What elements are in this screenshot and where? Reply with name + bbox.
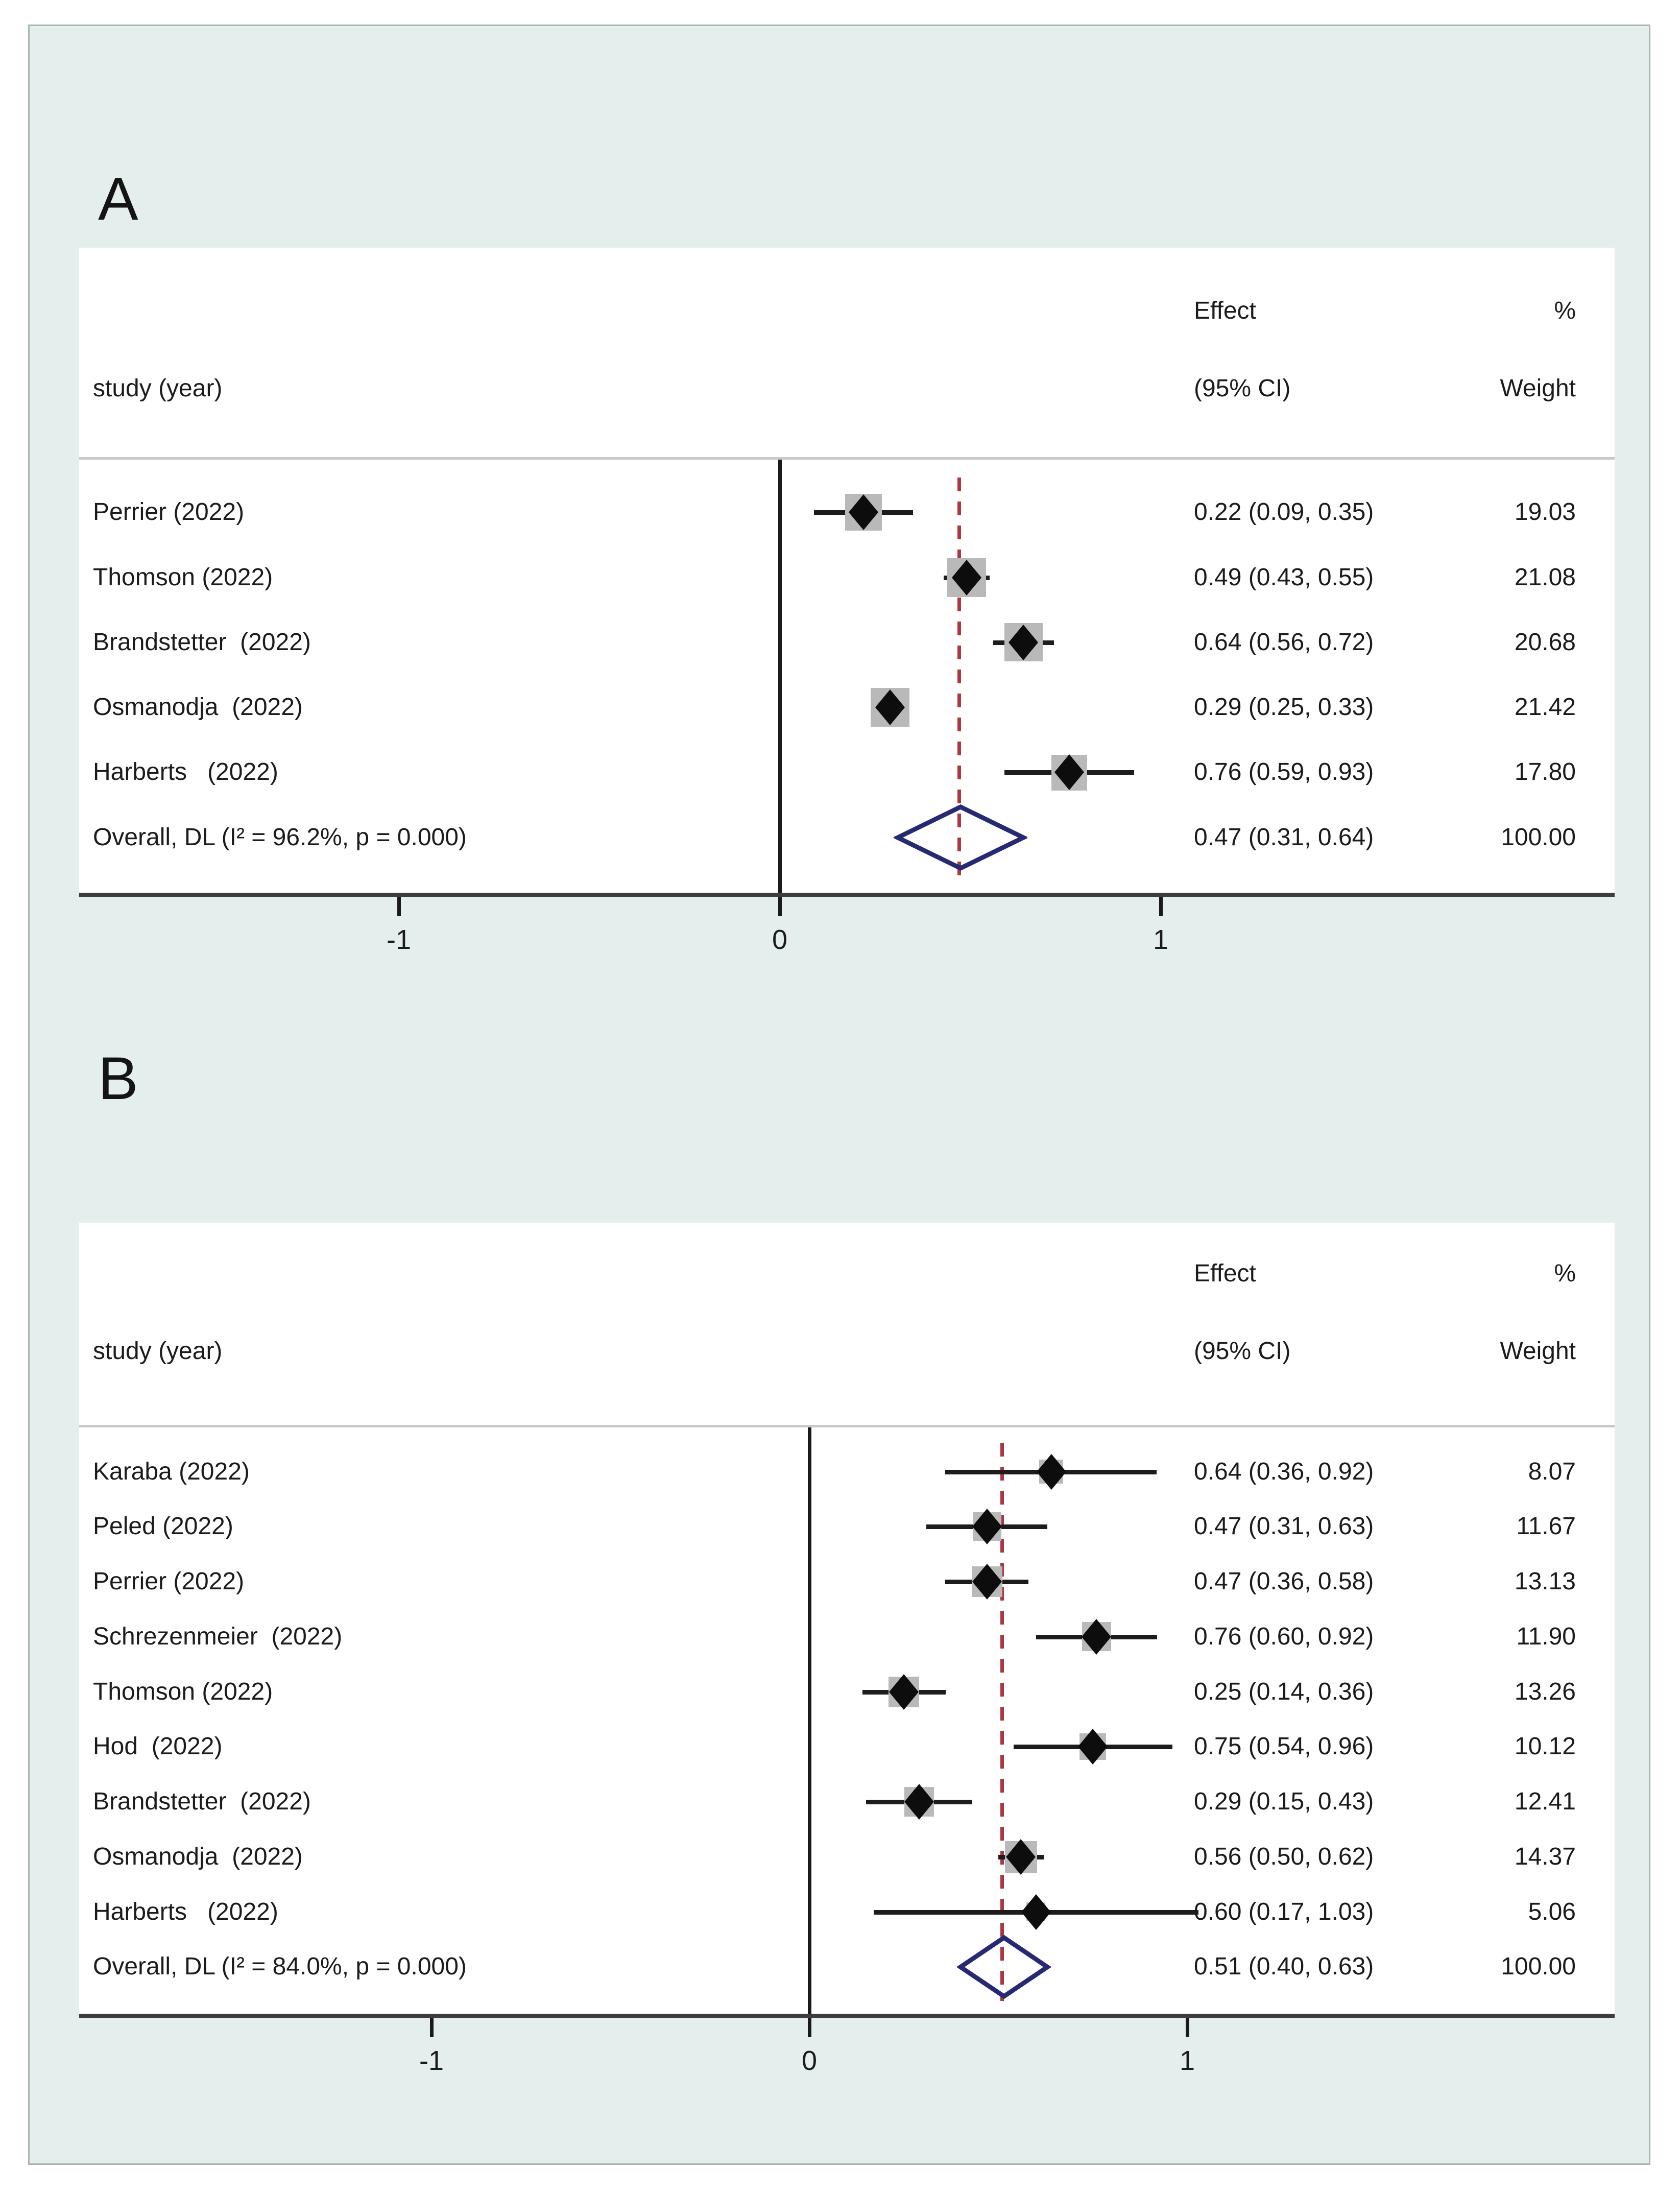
- effect-value: 0.60 (0.17, 1.03): [1194, 1898, 1374, 1925]
- effect-value: 0.29 (0.25, 0.33): [1194, 694, 1374, 721]
- study-row-label: Hod (2022): [93, 1733, 223, 1760]
- weight-value: 13.26: [1514, 1678, 1576, 1705]
- panel-box: [79, 1223, 1615, 2014]
- zero-line: [808, 1427, 811, 2014]
- weight-value: 14.37: [1514, 1843, 1576, 1870]
- overall-ref-line: [1000, 1443, 1004, 2001]
- panel-box: [79, 248, 1615, 893]
- x-axis-line: [79, 2014, 1615, 2018]
- x-axis-tick-label: 0: [772, 924, 788, 955]
- effect-value: 0.47 (0.31, 0.63): [1194, 1513, 1374, 1540]
- study-row-label: Karaba (2022): [93, 1458, 250, 1485]
- weight-value: 100.00: [1501, 1953, 1576, 1980]
- panel-label: A: [98, 165, 138, 233]
- pooled-diamond: [894, 804, 1028, 871]
- x-axis-tick-label: -1: [419, 2045, 444, 2076]
- weight-value: 17.80: [1514, 758, 1576, 785]
- effect-value: 0.64 (0.36, 0.92): [1194, 1458, 1374, 1485]
- column-header-percent: %: [1554, 1260, 1576, 1287]
- study-row-label: Harberts (2022): [93, 758, 278, 785]
- study-row-label: Brandstetter (2022): [93, 1788, 311, 1815]
- overall-row-label: Overall, DL (I² = 84.0%, p = 0.000): [93, 1953, 467, 1980]
- study-row-label: Brandstetter (2022): [93, 629, 311, 656]
- study-row-label: Harberts (2022): [93, 1898, 278, 1925]
- column-header-ci: (95% CI): [1194, 375, 1291, 402]
- study-row-label: Perrier (2022): [93, 498, 245, 526]
- effect-value: 0.47 (0.36, 0.58): [1194, 1568, 1374, 1595]
- x-axis-tick-label: 1: [1153, 924, 1169, 955]
- effect-value: 0.49 (0.43, 0.55): [1194, 564, 1374, 591]
- weight-value: 19.03: [1514, 498, 1576, 526]
- x-axis-tick-label: 0: [801, 2045, 818, 2076]
- weight-value: 100.00: [1501, 824, 1576, 851]
- effect-value: 0.75 (0.54, 0.96): [1194, 1733, 1374, 1760]
- header-separator: [79, 1425, 1615, 1427]
- effect-value: 0.25 (0.14, 0.36): [1194, 1678, 1374, 1705]
- x-axis-tick-label: 1: [1179, 2045, 1195, 2076]
- column-header-study: study (year): [93, 1338, 223, 1365]
- x-axis-tick: [1159, 897, 1163, 916]
- weight-value: 21.42: [1514, 694, 1576, 721]
- effect-value: 0.76 (0.59, 0.93): [1194, 758, 1374, 785]
- overall-ref-line: [957, 478, 961, 884]
- effect-value: 0.22 (0.09, 0.35): [1194, 498, 1374, 526]
- effect-value: 0.76 (0.60, 0.92): [1194, 1623, 1374, 1650]
- x-axis-tick: [397, 897, 401, 916]
- weight-value: 11.67: [1516, 1513, 1576, 1540]
- overall-row-label: Overall, DL (I² = 96.2%, p = 0.000): [93, 824, 467, 851]
- study-row-label: Perrier (2022): [93, 1568, 245, 1595]
- study-row-label: Osmanodja (2022): [93, 694, 303, 721]
- x-axis-tick: [430, 2018, 434, 2037]
- zero-line: [778, 460, 782, 893]
- column-header-ci: (95% CI): [1194, 1338, 1291, 1365]
- column-header-weight: Weight: [1500, 375, 1576, 402]
- weight-value: 11.90: [1516, 1623, 1576, 1650]
- pooled-diamond: [956, 1935, 1052, 1999]
- column-header-effect: Effect: [1194, 297, 1256, 324]
- study-row-label: Thomson (2022): [93, 564, 273, 591]
- weight-value: 5.06: [1528, 1898, 1576, 1925]
- effect-value: 0.64 (0.56, 0.72): [1194, 629, 1374, 656]
- column-header-percent: %: [1554, 297, 1576, 324]
- effect-value: 0.47 (0.31, 0.64): [1194, 824, 1374, 851]
- weight-value: 10.12: [1514, 1733, 1576, 1760]
- weight-value: 20.68: [1514, 629, 1576, 656]
- column-header-effect: Effect: [1194, 1260, 1256, 1287]
- x-axis-tick: [808, 2018, 811, 2037]
- study-row-label: Peled (2022): [93, 1513, 233, 1540]
- effect-value: 0.29 (0.15, 0.43): [1194, 1788, 1374, 1815]
- x-axis-tick: [778, 897, 782, 916]
- panel-label: B: [98, 1045, 138, 1112]
- x-axis-tick-label: -1: [386, 924, 411, 955]
- weight-value: 8.07: [1528, 1458, 1576, 1485]
- effect-value: 0.56 (0.50, 0.62): [1194, 1843, 1374, 1870]
- weight-value: 13.13: [1514, 1568, 1576, 1595]
- x-axis-line: [79, 893, 1615, 897]
- study-row-label: Schrezenmeier (2022): [93, 1623, 343, 1650]
- weight-value: 21.08: [1514, 564, 1576, 591]
- study-row-label: Osmanodja (2022): [93, 1843, 303, 1870]
- header-separator: [79, 457, 1615, 460]
- effect-value: 0.51 (0.40, 0.63): [1194, 1953, 1374, 1980]
- column-header-weight: Weight: [1500, 1338, 1576, 1365]
- column-header-study: study (year): [93, 375, 223, 402]
- weight-value: 12.41: [1514, 1788, 1576, 1815]
- study-row-label: Thomson (2022): [93, 1678, 273, 1705]
- x-axis-tick: [1186, 2018, 1189, 2037]
